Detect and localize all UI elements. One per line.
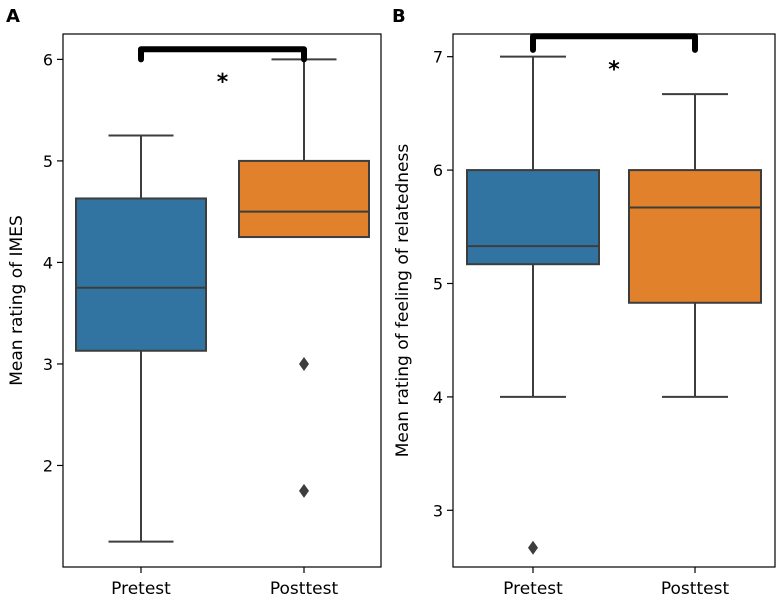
panel-b-ytick-label: 4 <box>433 388 443 407</box>
panel-a-xtick-label: Pretest <box>111 579 171 599</box>
panel-a-axes-frame <box>62 33 382 568</box>
panel-a: A 2 3 4 5 6 Mean rating of IMES Pretest Posttes… <box>6 6 382 599</box>
panel-b-outlier <box>528 540 538 555</box>
panel-a-label: A <box>6 6 20 27</box>
panel-a-outlier <box>299 356 309 371</box>
panel-a-significance-bracket <box>138 46 307 63</box>
panel-b: B 3 4 5 6 7 Mean rating of feeling of related… <box>392 6 776 599</box>
panel-b-significance-label: * <box>608 57 620 82</box>
panel-b-significance-bracket <box>530 33 698 53</box>
panel-a-ytick-label: 2 <box>43 456 53 475</box>
panel-a-ylabel: Mean rating of IMES <box>7 215 27 386</box>
panel-b-box-pretest <box>466 169 600 266</box>
panel-b-ytick-label: 3 <box>433 501 443 520</box>
panel-b-ytick-label: 7 <box>433 48 443 67</box>
panel-b-xtick-label: Posttest <box>661 579 730 599</box>
panel-a-box-posttest <box>238 159 370 239</box>
panel-b-ytick-label: 5 <box>433 274 443 293</box>
panel-a-significance-label: * <box>217 70 229 95</box>
panel-a-xtick-label: Posttest <box>270 579 339 599</box>
panel-b-ytick-label: 6 <box>433 161 443 180</box>
panel-a-ytick-label: 4 <box>43 253 53 272</box>
panel-a-outlier <box>299 483 309 498</box>
panel-b-ylabel: Mean rating of feeling of relatedness <box>393 144 413 458</box>
panel-b-box-posttest <box>628 169 762 304</box>
panel-a-ytick-label: 6 <box>43 50 53 69</box>
panel-b-label: B <box>392 6 406 27</box>
panel-a-ytick-label: 3 <box>43 355 53 374</box>
panel-a-box-pretest <box>75 197 207 352</box>
panel-b-xtick-label: Pretest <box>503 579 563 599</box>
panel-a-ytick-label: 5 <box>43 152 53 171</box>
